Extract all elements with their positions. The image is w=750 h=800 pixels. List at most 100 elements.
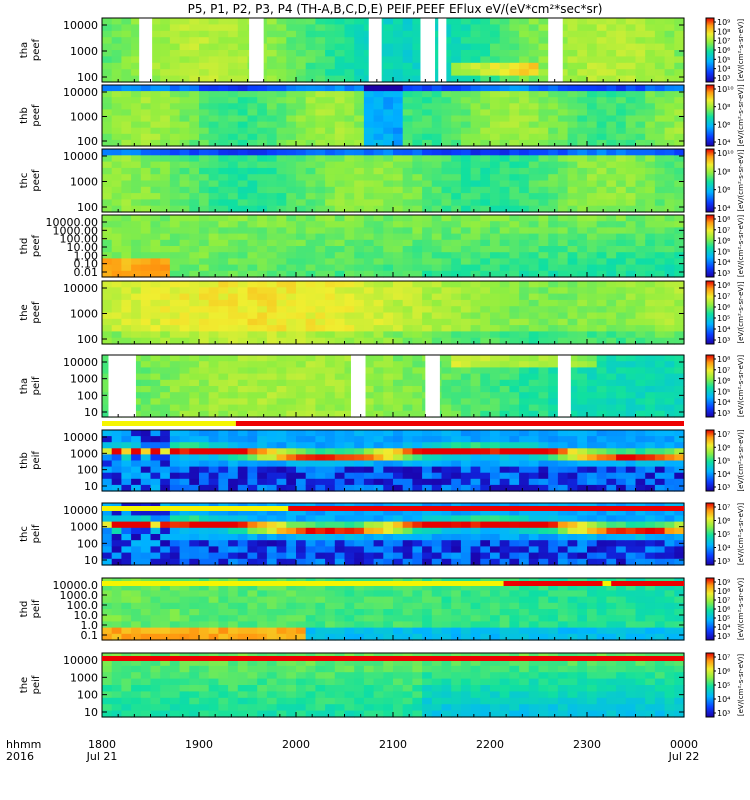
heatmap-cell xyxy=(305,436,316,443)
heatmap-cell xyxy=(548,386,559,393)
heatmap-cell xyxy=(131,373,142,381)
heatmap-cell xyxy=(402,355,413,362)
heatmap-cell xyxy=(334,299,346,307)
heatmap-cell xyxy=(363,484,375,492)
heatmap-cell xyxy=(596,306,607,314)
heatmap-cell xyxy=(111,109,122,117)
heatmap-cell xyxy=(334,139,346,147)
heatmap-cell xyxy=(344,30,355,38)
heatmap-cell xyxy=(509,43,520,51)
heatmap-cell xyxy=(557,287,569,295)
heatmap-cell xyxy=(509,97,520,104)
heatmap-cell xyxy=(296,127,307,135)
colorbar-tick-label: 10⁷ xyxy=(717,37,730,46)
heatmap-cell xyxy=(654,373,666,381)
heatmap-cell xyxy=(121,91,132,98)
heatmap-cell xyxy=(587,264,598,272)
heatmap-cell xyxy=(150,527,161,535)
heatmap-cell xyxy=(577,430,588,437)
heatmap-cell xyxy=(441,103,452,110)
heatmap-cell xyxy=(664,404,675,412)
heatmap-cell xyxy=(334,205,346,213)
heatmap-cell xyxy=(519,281,530,288)
heatmap-cell xyxy=(383,85,394,92)
heatmap-cell xyxy=(286,180,297,188)
heatmap-cell xyxy=(490,373,501,381)
heatmap-cell xyxy=(499,448,510,455)
heatmap-cell xyxy=(140,161,152,169)
heatmap-cell xyxy=(422,133,433,141)
heatmap-cell xyxy=(674,306,685,314)
heatmap-cell xyxy=(131,50,142,57)
heatmap-cell xyxy=(218,264,229,272)
heatmap-cell xyxy=(519,155,530,163)
heatmap-cell xyxy=(664,174,675,182)
heatmap-cell xyxy=(276,318,287,326)
heatmap-cell xyxy=(296,515,307,523)
heatmap-cell xyxy=(460,312,472,320)
heatmap-cell xyxy=(208,515,219,523)
y-tick-label: 10000 xyxy=(63,282,98,295)
heatmap-cell xyxy=(363,521,375,529)
heatmap-cell xyxy=(228,478,239,486)
heatmap-cell xyxy=(373,546,384,554)
heatmap-cell xyxy=(286,299,297,307)
colorbar-tick-label: 10³ xyxy=(717,483,730,492)
heatmap-cell xyxy=(519,379,530,387)
heatmap-cell xyxy=(490,133,501,141)
colorbar-tick-label: 10⁴ xyxy=(717,138,730,147)
heatmap-cell xyxy=(325,466,336,474)
heatmap-cell xyxy=(315,466,326,474)
heatmap-cell xyxy=(218,103,229,110)
heatmap-cell xyxy=(189,239,200,247)
heatmap-cell xyxy=(674,398,685,406)
heatmap-cell xyxy=(470,233,481,241)
colorbar-tick-label: 10⁸ xyxy=(717,215,730,224)
heatmap-cell xyxy=(363,161,375,169)
heatmap-cell xyxy=(169,149,181,156)
heatmap-cell xyxy=(567,227,578,235)
colorbar-tick-label: 10⁴ xyxy=(717,470,730,479)
heatmap-cell xyxy=(470,442,481,449)
heatmap-cell xyxy=(577,50,588,57)
heatmap-cell xyxy=(654,367,666,375)
heatmap-cell xyxy=(208,221,219,228)
heatmap-cell xyxy=(296,174,307,182)
heatmap-cell xyxy=(441,367,452,375)
heatmap-cell xyxy=(218,478,229,486)
heatmap-cell xyxy=(354,509,365,516)
heatmap-cell xyxy=(490,361,501,368)
heatmap-cell xyxy=(247,325,258,332)
heatmap-cell xyxy=(451,478,462,486)
heatmap-cell xyxy=(373,233,384,241)
data-gap xyxy=(420,18,436,82)
heatmap-cell xyxy=(111,484,122,492)
heatmap-cell xyxy=(519,30,530,38)
heatmap-cell xyxy=(131,85,142,92)
heatmap-cell xyxy=(354,484,365,492)
heatmap-cell xyxy=(587,167,598,175)
heatmap-cell xyxy=(228,367,239,375)
heatmap-cell xyxy=(635,361,646,368)
heatmap-cell xyxy=(567,139,578,147)
heatmap-cell xyxy=(393,97,404,104)
heatmap-cell xyxy=(402,460,413,468)
heatmap-cell xyxy=(654,186,666,194)
heatmap-cell xyxy=(354,552,365,560)
colorbar-tick-label: 10⁵ xyxy=(717,247,730,256)
heatmap-cell xyxy=(199,18,210,25)
heatmap-cell xyxy=(354,281,365,288)
heatmap-cell xyxy=(664,430,675,437)
heatmap-cell xyxy=(557,161,569,169)
heatmap-cell xyxy=(625,43,637,51)
heatmap-cell xyxy=(548,127,559,135)
heatmap-cell xyxy=(635,318,646,326)
heatmap-cell xyxy=(344,410,355,418)
heatmap-cell xyxy=(625,215,637,222)
heatmap-cell xyxy=(393,127,404,135)
heatmap-cell xyxy=(237,318,249,326)
heatmap-cell xyxy=(519,215,530,222)
heatmap-cell xyxy=(228,221,239,228)
heatmap-cell xyxy=(441,312,452,320)
heatmap-cell xyxy=(208,75,219,83)
